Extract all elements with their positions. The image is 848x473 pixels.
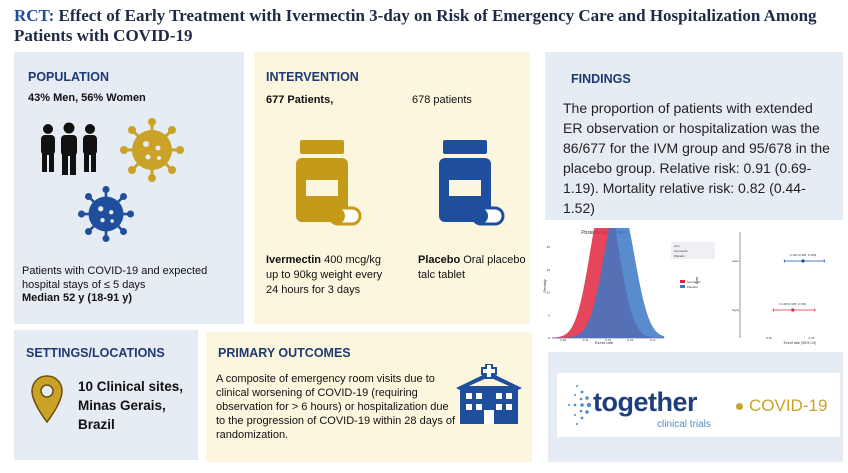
findings-panel: FINDINGS The proportion of patients with… [545,52,843,220]
population-median: Median 52 y (18-91 y) [22,292,133,304]
settings-panel: SETTINGS/LOCATIONS 10 Clinical sites, Mi… [14,330,198,460]
posterior-density-chart: Posterior distribution Density Event rat… [542,228,715,345]
density-xtick: 0.17 [650,338,656,342]
table-row-placebo: Placebo [674,254,685,258]
density-ytick: 10 [547,291,551,295]
placebo-detail: Oral placebo talc tablet [418,254,526,281]
logo-panel: together COVID-19 clinical trials [548,352,843,462]
density-xtick: 0.15 [627,338,633,342]
table-row-ivermectin: Ivermectin [674,249,688,253]
forest-xlabel: Event rate (95% CrI) [784,341,817,345]
ivermectin-detail: 400 mcg/kg up to 90kg weight every 24 ho… [266,254,383,296]
table-header-arm: Arm [674,244,680,248]
logo-covid: COVID-19 [749,396,828,415]
population-panel: POPULATION 43% Men, 56% Women [14,52,244,324]
placebo-patients-text: 678 patients [412,94,472,106]
ivermectin-pill-bottle-icon [296,140,362,226]
findings-text: The proportion of patients with extended… [563,100,830,216]
ivermectin-patients: 677 Patients, [266,94,334,106]
title-text: Effect of Early Treatment with Ivermecti… [14,6,817,45]
density-ytick: 5 [548,313,550,317]
population-heading: POPULATION [28,70,110,84]
legend-swatch-placebo [680,285,685,288]
settings-sites: 10 Clinical sites, Minas Gerais, Brazil [78,379,184,432]
together-logo: together COVID-19 clinical trials [557,373,840,437]
ivermectin-description: Ivermectin 400 mcg/kg up to 90kg weight … [266,253,394,298]
virus-icon-gold [120,118,184,182]
placebo-description: Placebo Oral placebo talc tablet [418,253,526,283]
forest-ci-label: 0.128 [0.105, 0.154] [779,302,806,306]
forest-category-label: Placebo [732,259,739,263]
intervention-heading: INTERVENTION [266,70,359,84]
logo-subtitle: clinical trials [657,419,711,430]
title-tag: RCT: [14,6,55,25]
population-description: Patients with COVID-19 and expected hosp… [22,265,208,291]
hospital-icon [456,364,522,424]
legend-title: Arm [694,276,699,284]
forest-xtick: 0.15 [809,336,815,340]
logo-word: together [593,387,698,417]
legend-label: Ivermectin [687,280,701,284]
logo-dot [736,403,743,410]
page-title: RCT: Effect of Early Treatment with Iver… [14,6,834,46]
forest-xtick: 0.10 [766,336,772,340]
outcomes-heading: PRIMARY OUTCOMES [218,346,351,360]
density-ytick: 15 [547,268,551,272]
placebo-name: Placebo [418,254,461,266]
population-ratio: 43% Men, 56% Women [28,92,146,104]
ivermectin-name: Ivermectin [266,254,322,266]
density-summary-table: Arm Ivermectin Placebo [671,242,715,259]
intervention-panel: INTERVENTION 677 Patients, 678 patients … [254,52,530,324]
settings-heading: SETTINGS/LOCATIONS [26,346,165,360]
density-curve-placebo [551,228,665,339]
density-ylabel: Density [542,279,547,292]
forest-plot: Placebo 0.140 [0.118, 0.165] Ivermectin (3… [732,232,825,345]
density-xtick: 0.13 [605,338,611,342]
people-icon [41,122,97,175]
location-pin-icon [31,375,63,424]
virus-icon-blue [78,186,134,242]
forest-ci-label: 0.140 [0.118, 0.165] [790,253,817,257]
legend-swatch-ivermectin [680,280,685,283]
outcomes-panel: PRIMARY OUTCOMES A composite of emergenc… [206,332,532,462]
density-ytick: 20 [547,245,551,249]
placebo-patients: 678 patients [412,94,472,106]
dot-burst-icon [568,385,592,425]
findings-heading: FINDINGS [571,72,631,86]
outcomes-text: A composite of emergency room visits due… [216,373,456,441]
results-charts: Posterior distribution Density Event rat… [542,228,845,346]
forest-point [791,308,795,312]
forest-point [801,259,805,263]
density-xtick: 0.09 [560,338,566,342]
density-xlabel: Event rate [595,340,614,345]
placebo-pill-bottle-icon [439,140,505,226]
forest-category-label: Ivermectin (3 days) [732,308,739,312]
legend-label: Placebo [687,285,698,289]
density-xtick: 0.11 [583,338,589,342]
density-ytick: 0 [548,336,550,340]
